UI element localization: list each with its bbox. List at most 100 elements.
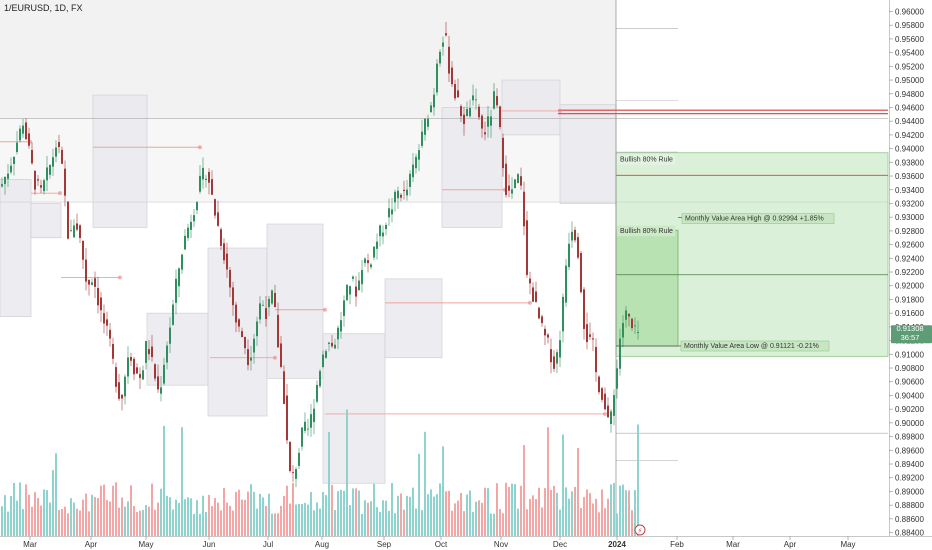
volume-bar xyxy=(73,502,75,536)
candle-body xyxy=(568,243,570,268)
volume-bar xyxy=(262,497,264,536)
price-tick-label: 0.93600 xyxy=(895,172,924,181)
candle-body xyxy=(484,132,486,135)
volume-bar xyxy=(502,513,504,536)
volume-bar xyxy=(136,512,138,536)
candle-body xyxy=(508,185,510,191)
candle-body xyxy=(4,176,6,184)
volume-bar xyxy=(112,485,114,536)
candle-body xyxy=(178,268,180,287)
candle-body xyxy=(544,328,546,336)
candle-body xyxy=(526,220,528,275)
volume-bar xyxy=(70,498,72,536)
volume-bar xyxy=(535,499,537,536)
candle-body xyxy=(358,280,360,291)
candle-body xyxy=(22,125,24,134)
volume-bar xyxy=(361,513,363,536)
candle-body xyxy=(346,284,348,301)
candle-body xyxy=(604,393,606,410)
volume-bar xyxy=(523,445,525,536)
poc-marker xyxy=(323,307,327,312)
candle-body xyxy=(1,184,3,187)
volume-bar xyxy=(466,494,468,536)
candle-body xyxy=(370,264,372,268)
candle-body xyxy=(205,178,207,180)
candle-body xyxy=(136,367,138,374)
candle-body xyxy=(172,304,174,325)
candle-body xyxy=(595,346,597,373)
volume-bar xyxy=(229,505,231,536)
candle-body xyxy=(115,367,117,387)
volume-bar xyxy=(304,502,306,536)
price-tick-label: 0.94400 xyxy=(895,117,924,126)
candle-body xyxy=(412,164,414,178)
volume-bar xyxy=(376,507,378,536)
candle-body xyxy=(160,387,162,394)
volume-bar xyxy=(445,491,447,536)
candle-body xyxy=(490,116,492,126)
price-axis: 0.96000 0.95800 0.95600 0.95400 0.95200 0.950… xyxy=(889,7,924,538)
volume-bar xyxy=(301,503,303,536)
candle-body xyxy=(499,106,501,128)
candle-body xyxy=(397,190,399,199)
volume-bar xyxy=(223,487,225,536)
price-tick-label: 0.88600 xyxy=(895,515,924,524)
candle-body xyxy=(13,156,15,164)
volume-bar xyxy=(565,487,567,536)
candle-body xyxy=(190,221,192,230)
volume-bar xyxy=(538,487,540,536)
candle-body xyxy=(388,208,390,218)
volume-bar xyxy=(163,425,165,536)
volume-bar xyxy=(607,498,609,536)
candle-body xyxy=(67,201,69,239)
volume-bar xyxy=(454,503,456,536)
candle-body xyxy=(97,288,99,306)
time-tick-label: Mar xyxy=(726,540,740,549)
volume-bar xyxy=(154,509,156,536)
candle-body xyxy=(139,374,141,378)
candle-body xyxy=(217,212,219,226)
volume-bar xyxy=(217,502,219,536)
candle-body xyxy=(28,133,30,146)
volume-bar xyxy=(28,494,30,536)
candle-body xyxy=(394,191,396,203)
volume-bar xyxy=(85,493,87,536)
volume-bar xyxy=(556,492,558,536)
volume-bar xyxy=(64,506,66,536)
volume-bar xyxy=(397,495,399,536)
price-tick-label: 0.95600 xyxy=(895,35,924,44)
candle-body xyxy=(634,325,636,327)
volume-bar xyxy=(157,502,159,536)
time-tick-label: May xyxy=(138,540,153,549)
candle-body xyxy=(151,346,153,358)
volume-bar xyxy=(553,485,555,536)
volume-bar xyxy=(310,492,312,536)
candle-body xyxy=(241,331,243,338)
replay-icon[interactable]: ⚡ xyxy=(634,524,646,536)
volume-bar xyxy=(436,494,438,536)
volume-bar xyxy=(427,494,429,536)
candle-body xyxy=(550,349,552,363)
price-tick-label: 0.92000 xyxy=(895,282,924,291)
volume-bar xyxy=(475,501,477,536)
candle-body xyxy=(34,170,36,190)
volume-bar xyxy=(352,488,354,536)
candle-body xyxy=(94,278,96,287)
bullish-rule-boxes xyxy=(615,152,889,357)
candle-body xyxy=(385,224,387,230)
volume-bars xyxy=(1,409,639,536)
candle-body xyxy=(118,382,120,399)
candle-body xyxy=(409,173,411,187)
volume-bar xyxy=(208,494,210,536)
candle-body xyxy=(355,286,357,297)
volume-bar xyxy=(634,490,636,536)
candle-body xyxy=(247,349,249,366)
candle-body xyxy=(46,167,48,181)
volume-bar xyxy=(79,510,81,536)
volume-bar xyxy=(406,495,408,536)
volume-bar xyxy=(325,495,327,536)
horizontal-levels xyxy=(0,0,888,536)
price-tick-label: 0.95400 xyxy=(895,49,924,58)
volume-bar xyxy=(61,509,63,536)
candle-body xyxy=(466,108,468,117)
